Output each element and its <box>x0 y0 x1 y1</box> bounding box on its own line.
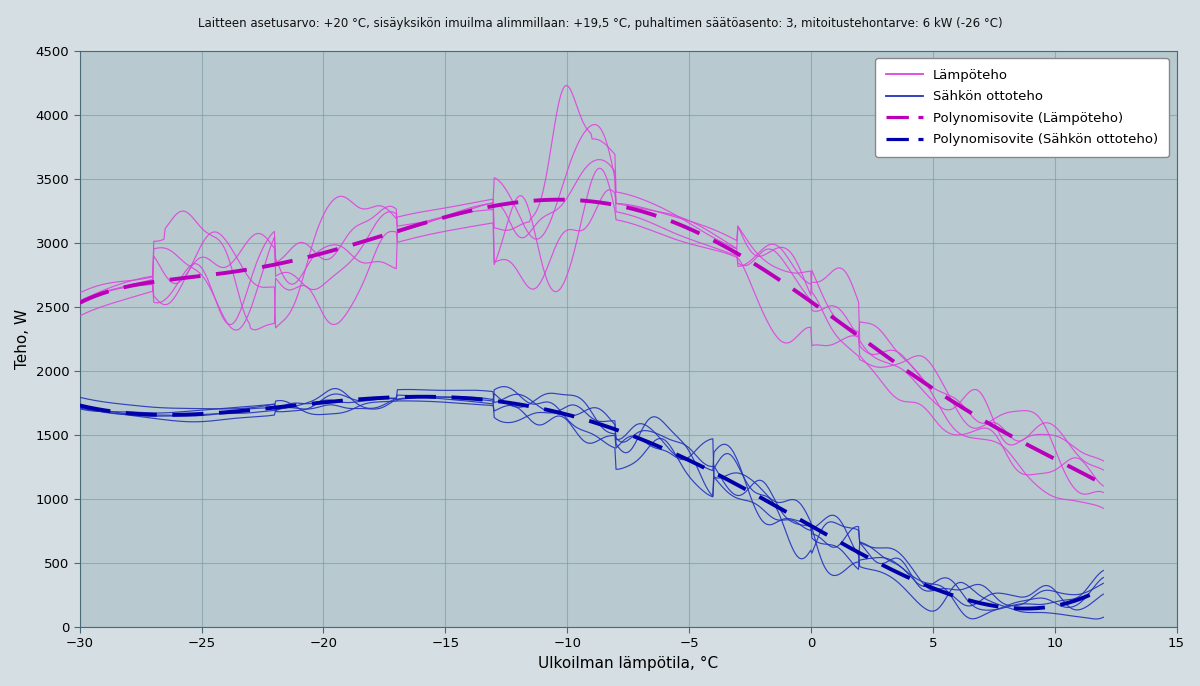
Y-axis label: Teho, W: Teho, W <box>14 309 30 369</box>
Legend: Lämpöteho, Sähkön ottoteho, Polynomisovite (Lämpöteho), Polynomisovite (Sähkön o: Lämpöteho, Sähkön ottoteho, Polynomisovi… <box>875 58 1169 157</box>
X-axis label: Ulkoilman lämpötila, °C: Ulkoilman lämpötila, °C <box>538 656 718 671</box>
Text: Laitteen asetusarvo: +20 °C, sisäyksikön imuilma alimmillaan: +19,5 °C, puhaltim: Laitteen asetusarvo: +20 °C, sisäyksikön… <box>198 17 1002 30</box>
